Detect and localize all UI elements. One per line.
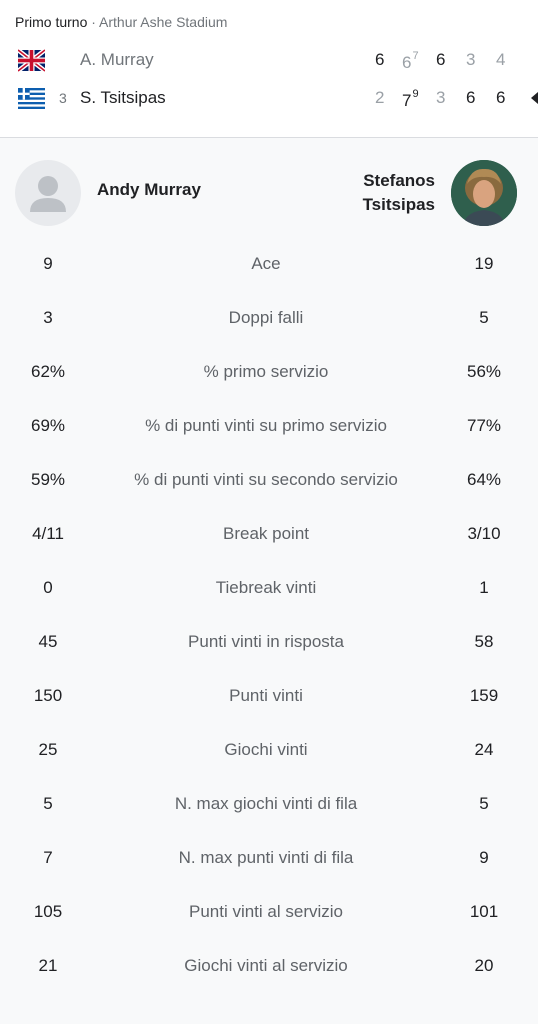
stat-left-value: 9 bbox=[43, 254, 53, 273]
stat-right-value: 64% bbox=[466, 470, 502, 489]
stats-table: 9 Ace 19 3 Doppi falli 5 62%% primo servizio 56… bbox=[0, 238, 538, 994]
stat-left-value: 4/11 bbox=[32, 524, 64, 543]
stat-left-value: 5 bbox=[43, 794, 53, 813]
stat-right-value: 5 bbox=[479, 308, 489, 327]
stat-right-value: 56% bbox=[466, 362, 502, 381]
set-score: 79 bbox=[402, 88, 419, 110]
stat-right-value: 101 bbox=[469, 902, 499, 921]
avatar-placeholder-icon bbox=[15, 160, 81, 226]
stat-left-value: 150 bbox=[33, 686, 63, 705]
stat-left-value: 21 bbox=[38, 956, 58, 975]
stat-right-value: 5 bbox=[479, 794, 489, 813]
player-row-murray[interactable]: A. Murray 6 67 6 3 4 bbox=[0, 44, 538, 78]
stat-label: N. max punti vinti di fila bbox=[178, 848, 354, 867]
stat-row: 0 Tiebreak vinti 1 bbox=[0, 562, 538, 616]
stat-label: Punti vinti bbox=[229, 686, 303, 705]
set-score: 67 bbox=[402, 50, 419, 72]
player-photo bbox=[451, 160, 517, 226]
stat-left-value: 7 bbox=[43, 848, 53, 867]
stat-right-value: 159 bbox=[469, 686, 499, 705]
set-score: 3 bbox=[466, 50, 476, 69]
stat-left-value: 25 bbox=[38, 740, 58, 759]
stat-row: 7 N. max punti vinti di fila 9 bbox=[0, 832, 538, 886]
stat-label: Punti vinti al servizio bbox=[188, 902, 343, 921]
stat-label: Break point bbox=[223, 524, 309, 543]
stat-left-value: 105 bbox=[33, 902, 63, 921]
stat-label: % di punti vinti su primo servizio bbox=[145, 416, 387, 435]
stat-right-value: 1 bbox=[479, 578, 489, 597]
uk-flag-icon bbox=[18, 48, 45, 73]
stat-row: 59% % di punti vinti su secondo servizio 6… bbox=[0, 454, 538, 508]
right-player-first-name: Stefanos bbox=[363, 171, 435, 190]
round-separator: · bbox=[87, 14, 100, 30]
player-name: A. Murray bbox=[80, 50, 154, 69]
round-label: Primo turno bbox=[15, 14, 88, 30]
stat-left-value: 45 bbox=[38, 632, 58, 651]
seed-label: 3 bbox=[59, 90, 67, 106]
stat-left-value: 0 bbox=[43, 578, 53, 597]
set-score: 4 bbox=[496, 50, 506, 69]
left-player-name: Andy Murray bbox=[97, 180, 201, 199]
stat-label: Ace bbox=[251, 254, 281, 273]
stat-label: Giochi vinti bbox=[224, 740, 308, 759]
stat-row: 69% % di punti vinti su primo servizio 77% bbox=[0, 400, 538, 454]
stat-right-value: 3/10 bbox=[467, 524, 501, 543]
set-score: 3 bbox=[436, 88, 446, 107]
stat-row: 3 Doppi falli 5 bbox=[0, 292, 538, 346]
stat-row: 25 Giochi vinti 24 bbox=[0, 724, 538, 778]
stat-right-value: 19 bbox=[474, 254, 494, 273]
stat-label: N. max giochi vinti di fila bbox=[174, 794, 358, 813]
set-score: 2 bbox=[375, 88, 385, 107]
player-comparison-header: Andy Murray Stefanos Tsitsipas bbox=[0, 158, 538, 230]
stat-row: 21 Giochi vinti al servizio 20 bbox=[0, 940, 538, 994]
set-score: 6 bbox=[375, 50, 385, 69]
stat-right-value: 20 bbox=[474, 956, 494, 975]
round-line: Primo turno · Arthur Ashe Stadium bbox=[15, 14, 227, 30]
greece-flag-icon bbox=[18, 88, 45, 109]
stat-row: 150 Punti vinti 159 bbox=[0, 670, 538, 724]
stat-row: 105 Punti vinti al servizio 101 bbox=[0, 886, 538, 940]
right-player-name: Stefanos Tsitsipas bbox=[315, 169, 435, 217]
stat-row: 62% % primo servizio 56% bbox=[0, 346, 538, 400]
set-scores: 2 79 3 6 6 bbox=[370, 88, 520, 112]
stat-label: Giochi vinti al servizio bbox=[184, 956, 348, 975]
stat-left-value: 59% bbox=[30, 470, 66, 489]
stat-row: 4/11 Break point 3/10 bbox=[0, 508, 538, 562]
stat-left-value: 3 bbox=[43, 308, 53, 327]
set-score: 6 bbox=[466, 88, 476, 107]
stat-label: Tiebreak vinti bbox=[215, 578, 317, 597]
venue-label: Arthur Ashe Stadium bbox=[99, 14, 228, 30]
right-player-last-name: Tsitsipas bbox=[362, 195, 435, 214]
tiebreak-score: 7 bbox=[412, 50, 419, 62]
tiebreak-score: 9 bbox=[412, 88, 419, 100]
stat-row: 9 Ace 19 bbox=[0, 238, 538, 292]
stat-right-value: 9 bbox=[479, 848, 489, 867]
stat-label: Punti vinti in risposta bbox=[188, 632, 344, 651]
stat-row: 5 N. max giochi vinti di fila 5 bbox=[0, 778, 538, 832]
stat-left-value: 69% bbox=[30, 416, 66, 435]
stat-row: 45 Punti vinti in risposta 58 bbox=[0, 616, 538, 670]
match-header: Primo turno · Arthur Ashe Stadium A. Mur… bbox=[0, 0, 538, 138]
set-scores: 6 67 6 3 4 bbox=[370, 50, 520, 74]
stat-right-value: 24 bbox=[474, 740, 494, 759]
set-score: 6 bbox=[496, 88, 506, 107]
stat-right-value: 58 bbox=[474, 632, 494, 651]
stat-right-value: 77% bbox=[466, 416, 502, 435]
player-row-tsitsipas[interactable]: 3 S. Tsitsipas 2 79 3 6 6 bbox=[0, 82, 538, 116]
winner-arrow-icon bbox=[531, 92, 538, 104]
stat-label: % primo servizio bbox=[203, 362, 329, 381]
set-score: 6 bbox=[436, 50, 446, 69]
stat-label: Doppi falli bbox=[228, 308, 304, 327]
player-name: S. Tsitsipas bbox=[80, 88, 166, 107]
stat-label: % di punti vinti su secondo servizio bbox=[134, 470, 398, 489]
stat-left-value: 62% bbox=[30, 362, 66, 381]
